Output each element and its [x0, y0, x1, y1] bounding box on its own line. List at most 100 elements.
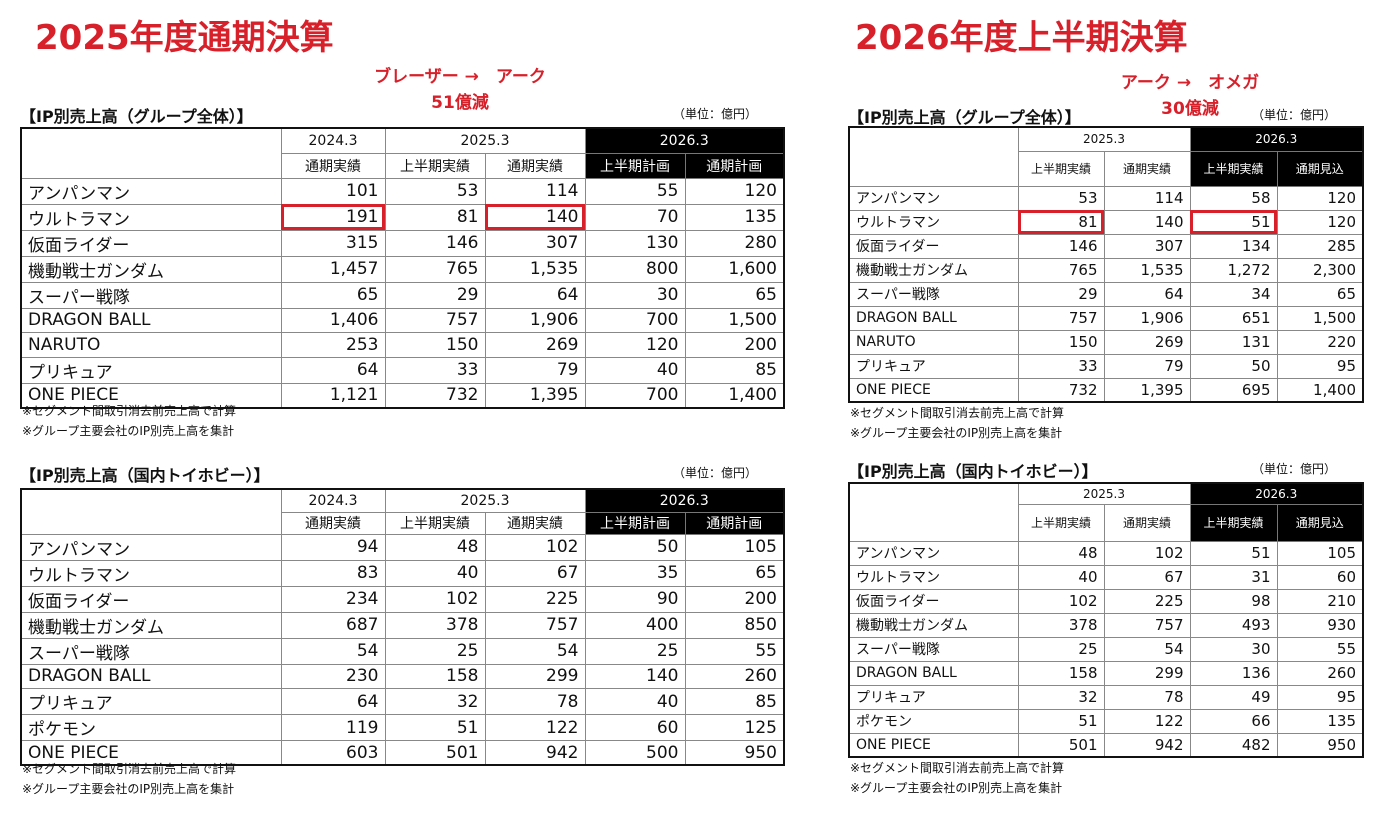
value-cell: 114 [484, 177, 586, 205]
value-cell: 493 [1189, 612, 1278, 638]
table-row: 機動戦士ガンダム 765 1,535 1,272 2,300 [848, 257, 1364, 283]
value-cell: 378 [1017, 612, 1105, 638]
value-cell: 83 [280, 559, 386, 587]
right-annotation: アーク → オメガ 30億減 [1080, 70, 1300, 122]
value-cell: 102 [484, 533, 586, 561]
header-row-years: 2025.3 2026.3 [848, 482, 1364, 542]
ip-name: プリキュア [20, 356, 282, 384]
value-cell: 33 [384, 356, 486, 384]
value-cell: 234 [280, 585, 386, 613]
table-row: ONE PIECE 732 1,395 695 1,400 [848, 377, 1364, 403]
value-cell: 53 [1017, 185, 1105, 211]
period-header: 上半期実績 [1189, 503, 1278, 542]
year-header: 2025.3 [1017, 482, 1191, 505]
period-header: 通期計画 [684, 152, 785, 179]
year-header: 2026.3 [584, 488, 785, 513]
value-cell: 1,535 [1103, 257, 1191, 283]
ip-name: ウルトラマン [848, 564, 1019, 590]
table-row: アンパンマン 101 53 114 55 120 [20, 177, 785, 205]
value-cell: 200 [684, 332, 785, 358]
value-cell: 54 [484, 637, 586, 665]
table-row: ウルトラマン 191 81 140 70 135 [20, 203, 785, 231]
ip-name: プリキュア [848, 684, 1019, 710]
value-cell: 253 [280, 332, 386, 358]
header-row-periods: 通期実績 上半期実績 通期実績 上半期計画 通期計画 [21, 152, 785, 179]
table-row: プリキュア 32 78 49 95 [848, 684, 1364, 710]
table-row: ONE PIECE 501 942 482 950 [848, 732, 1364, 758]
table-row: ポケモン 119 51 122 60 125 [20, 714, 785, 742]
ip-sales-table: 2024.3 2025.3 2026.3 通期実績 上半期実績 通期実績 上半期計画 通期計画… [20, 127, 785, 409]
period-header: 通期見込 [1276, 503, 1364, 542]
value-cell: 285 [1276, 233, 1364, 259]
unit-label: （単位：億円） [673, 466, 758, 480]
value-cell: 54 [280, 637, 386, 665]
year-header: 2024.3 [280, 127, 386, 154]
table-row: ウルトラマン 81 140 51 120 [848, 209, 1364, 235]
value-cell: 35 [584, 559, 686, 587]
value-cell: 757 [1103, 612, 1191, 638]
table-row: DRAGON BALL 1,406 757 1,906 700 1,500 [20, 307, 785, 333]
value-cell: 29 [1017, 281, 1105, 307]
value-cell: 757 [1017, 305, 1105, 331]
value-cell: 125 [684, 714, 785, 742]
value-cell: 1,121 [280, 382, 386, 408]
value-cell: 765 [384, 255, 486, 283]
value-cell: 50 [1189, 353, 1278, 379]
value-cell: 230 [280, 663, 386, 690]
period-header: 上半期計画 [584, 152, 686, 179]
period-header: 通期実績 [484, 152, 586, 179]
value-cell: 67 [484, 559, 586, 587]
ip-name: 機動戦士ガンダム [20, 255, 282, 283]
table-row: NARUTO 150 269 131 220 [848, 329, 1364, 355]
ip-name: NARUTO [848, 329, 1019, 355]
value-cell: 95 [1276, 684, 1364, 710]
value-cell: 78 [1103, 684, 1191, 710]
value-cell: 2,300 [1276, 257, 1364, 283]
footnote: ※グループ主要会社のIP別売上高を集計 [22, 424, 235, 438]
annotation-line: アーク → オメガ [1120, 73, 1260, 93]
value-cell: 79 [1103, 353, 1191, 379]
period-header: 上半期実績 [1189, 150, 1278, 187]
value-cell: 90 [584, 585, 686, 613]
value-cell: 40 [1017, 564, 1105, 590]
value-cell: 603 [280, 740, 386, 766]
period-header: 上半期実績 [1017, 503, 1105, 542]
period-header: 通期実績 [484, 511, 586, 535]
annotation-line: 30億減 [1161, 99, 1219, 119]
ip-name: DRAGON BALL [20, 663, 282, 690]
value-cell: 65 [684, 281, 785, 309]
header-row-periods: 上半期実績 通期実績 上半期実績 通期見込 [849, 150, 1364, 187]
footnote: ※グループ主要会社のIP別売上高を集計 [22, 782, 235, 796]
value-cell: 942 [484, 740, 586, 766]
ip-name: アンパンマン [20, 533, 282, 561]
value-cell: 732 [1017, 377, 1105, 403]
value-cell: 49 [1189, 684, 1278, 710]
value-cell: 150 [1017, 329, 1105, 355]
value-cell: 315 [280, 229, 386, 257]
value-cell: 70 [584, 203, 686, 231]
highlighted-value: 51 [1189, 209, 1278, 235]
period-header: 通期計画 [684, 511, 785, 535]
value-cell: 102 [384, 585, 486, 613]
table-title: 【IP別売上高（国内トイホビー）】 [20, 466, 270, 485]
table-row: アンパンマン 53 114 58 120 [848, 185, 1364, 211]
value-cell: 105 [1276, 540, 1364, 566]
value-cell: 732 [384, 382, 486, 408]
value-cell: 85 [684, 356, 785, 384]
value-cell: 66 [1189, 708, 1278, 734]
table-row: ONE PIECE 1,121 732 1,395 700 1,400 [20, 382, 785, 408]
value-cell: 51 [1017, 708, 1105, 734]
ip-name: 機動戦士ガンダム [848, 612, 1019, 638]
value-cell: 1,395 [1103, 377, 1191, 403]
value-cell: 134 [1189, 233, 1278, 259]
value-cell: 135 [1276, 708, 1364, 734]
value-cell: 1,500 [684, 307, 785, 333]
value-cell: 146 [384, 229, 486, 257]
value-cell: 55 [1276, 636, 1364, 662]
value-cell: 850 [684, 611, 785, 639]
value-cell: 101 [280, 177, 386, 205]
table-row: アンパンマン 94 48 102 50 105 [20, 533, 785, 561]
value-cell: 55 [684, 637, 785, 665]
value-cell: 200 [684, 585, 785, 613]
value-cell: 269 [1103, 329, 1191, 355]
